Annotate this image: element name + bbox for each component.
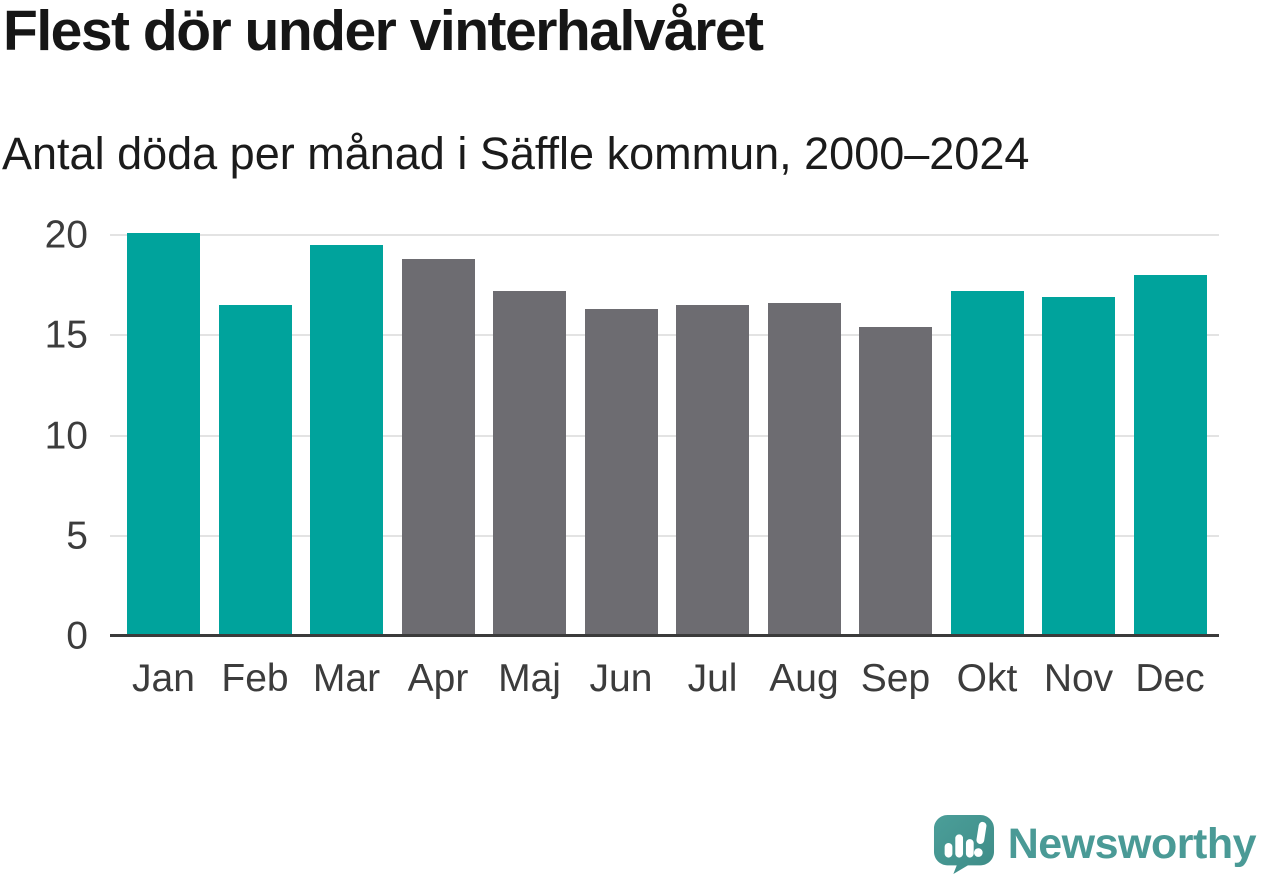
x-tick-label-dec: Dec: [1135, 657, 1205, 700]
bar-mar: [310, 245, 383, 636]
x-tick-label-jul: Jul: [687, 657, 738, 700]
plot-area: [110, 221, 1219, 636]
gridline-15: [110, 334, 1219, 337]
bar-dec: [1133, 275, 1207, 636]
x-tick-label-jun: Jun: [589, 657, 653, 700]
x-tick-label-maj: Maj: [498, 657, 561, 700]
newsworthy-logo: Newsworthy: [933, 814, 1257, 875]
speech-bubble-bar-chart-icon: [933, 814, 994, 875]
bar-jun: [584, 309, 658, 636]
bar-nov: [1042, 297, 1115, 636]
x-axis: Jan Feb Mar Apr Maj Jun Jul Aug Sep Okt Nov Dec: [110, 657, 1219, 710]
x-tick-label-feb: Feb: [221, 657, 289, 700]
newsworthy-logo-text: Newsworthy: [1007, 820, 1257, 868]
x-tick-label-apr: Apr: [407, 657, 469, 700]
bar-maj: [493, 291, 566, 636]
y-tick-label-10: 10: [44, 414, 88, 458]
bar-sep: [859, 327, 932, 636]
x-tick-label-mar: Mar: [312, 657, 381, 700]
x-tick-label-aug: Aug: [769, 657, 839, 700]
bar-feb: [218, 305, 292, 636]
y-tick-label-20: 20: [44, 213, 88, 257]
chart-subtitle: Antal döda per månad i Säffle kommun, 20…: [2, 128, 1030, 179]
chart-title: Flest dör under vinterhalvåret: [3, 0, 764, 63]
gridline-10: [110, 434, 1219, 437]
x-tick-label-okt: Okt: [956, 657, 1018, 700]
x-tick-label-jan: Jan: [132, 657, 195, 700]
y-tick-label-5: 5: [66, 514, 88, 558]
bar-apr: [401, 259, 475, 636]
x-axis-line: [110, 634, 1219, 637]
gridline-5: [110, 534, 1219, 537]
bar-jan: [127, 233, 200, 636]
bar-okt: [950, 291, 1024, 636]
gridline-20: [110, 234, 1219, 237]
y-axis: 0 5 10 15 20: [0, 216, 88, 656]
x-tick-label-sep: Sep: [860, 657, 931, 700]
x-tick-label-nov: Nov: [1043, 657, 1114, 700]
bar-jul: [676, 305, 749, 636]
y-tick-label-0: 0: [66, 614, 88, 658]
bar-aug: [767, 303, 841, 636]
y-tick-label-15: 15: [44, 313, 88, 357]
